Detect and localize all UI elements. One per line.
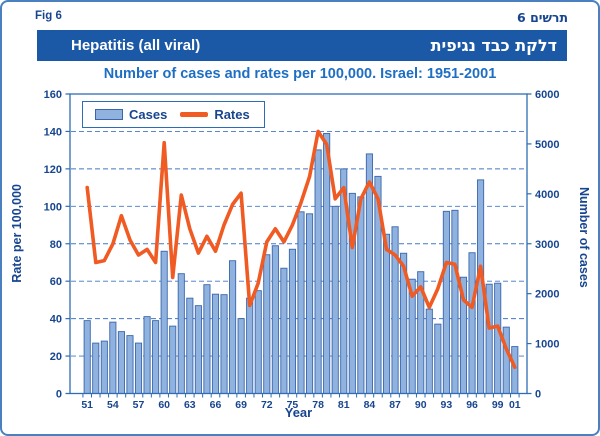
left-axis-tick-label: 60 [50, 276, 62, 288]
right-axis-tick-label: 6000 [535, 89, 559, 101]
case-bar-1980 [331, 205, 339, 394]
right-axis-tick-label: 5000 [535, 139, 559, 151]
left-axis-title: Rate per 100,000 [10, 184, 24, 283]
case-bar-1963 [186, 297, 194, 394]
case-bar-1959 [152, 320, 160, 394]
case-bar-1996 [468, 252, 476, 394]
case-bar-2001 [511, 346, 519, 394]
x-axis-tick-label: 54 [107, 399, 119, 411]
case-bar-1993 [442, 210, 450, 394]
x-axis-tick-label: 99 [492, 399, 504, 411]
case-bar-1954 [109, 321, 117, 394]
case-bar-1972 [263, 254, 271, 394]
case-bar-1957 [134, 342, 143, 394]
case-bar-1962 [177, 273, 185, 394]
legend-rates-label: Rates [214, 107, 250, 122]
case-bar-1991 [425, 308, 433, 394]
x-axis-tick-label: 84 [364, 399, 376, 411]
case-bar-1978 [314, 149, 322, 394]
case-bar-1969 [237, 318, 245, 394]
x-axis-title: Year [284, 405, 313, 420]
x-axis-tick-label: 57 [133, 399, 145, 411]
x-axis-tick-label: 69 [235, 399, 247, 411]
cases-bar-swatch-icon [95, 109, 123, 120]
case-bar-1964 [194, 305, 202, 394]
case-bar-1952 [92, 342, 100, 394]
rates-line-swatch-icon [180, 112, 209, 117]
left-axis-tick-label: 160 [44, 89, 62, 101]
x-axis-tick-label: 78 [312, 399, 324, 411]
left-axis-tick-label: 140 [44, 126, 62, 138]
left-axis-tick-label: 80 [50, 239, 62, 251]
right-axis-title: Number of cases [577, 187, 591, 288]
x-axis-tick-label: 87 [389, 399, 401, 411]
chart-subtitle: Number of cases and rates per 100,000. I… [103, 66, 497, 82]
x-axis-tick-label: 96 [466, 399, 478, 411]
legend-item-cases: Cases [95, 107, 167, 122]
case-bar-1970 [246, 297, 254, 394]
rates-line [85, 129, 517, 370]
case-bar-1967 [220, 294, 228, 394]
x-axis-tick-label: 60 [158, 399, 170, 411]
x-axis-tick-label: 72 [261, 399, 273, 411]
x-axis-tick-label: 66 [210, 399, 222, 411]
case-bar-1986 [382, 233, 391, 394]
case-bar-1975 [288, 248, 296, 394]
case-bar-1955 [117, 331, 125, 394]
case-bar-1960 [160, 250, 168, 394]
case-bar-1994 [451, 209, 459, 394]
left-axis-tick-label: 120 [44, 164, 62, 176]
x-axis-tick-label: 51 [81, 399, 93, 411]
case-bar-1956 [126, 335, 134, 394]
title-banner: Hepatitis (all viral) דלקת כבד נגיפית [37, 30, 567, 61]
left-axis-tick-label: 20 [50, 351, 62, 363]
case-bar-1979 [323, 132, 331, 394]
right-axis-tick-label: 3000 [535, 239, 559, 251]
case-bar-1976 [297, 211, 305, 394]
x-axis-tick-label: 90 [415, 399, 427, 411]
x-axis-tick-label: 75 [287, 399, 299, 411]
right-axis-tick-label: 0 [535, 389, 541, 401]
left-axis-tick-label: 40 [50, 314, 62, 326]
right-axis-tick-label: 4000 [535, 189, 559, 201]
case-bar-1999 [494, 282, 502, 394]
left-axis-tick-label: 0 [56, 389, 62, 401]
right-axis-tick-label: 1000 [535, 339, 559, 351]
case-bar-1965 [203, 284, 211, 394]
case-bar-2000 [502, 326, 510, 394]
x-axis-tick-label: 63 [184, 399, 196, 411]
chart-title-english: Hepatitis (all viral) [71, 37, 201, 54]
legend-item-rates: Rates [180, 107, 250, 122]
case-bar-1983 [357, 196, 365, 394]
case-bar-1961 [169, 325, 177, 394]
case-bar-1992 [434, 323, 442, 394]
figure-number-label: Fig 6 [35, 10, 62, 22]
figure-number-label-hebrew: תרשים 6 [517, 10, 568, 25]
case-bar-1974 [280, 267, 288, 394]
right-axis-tick-label: 2000 [535, 289, 559, 301]
case-bar-1971 [254, 290, 262, 394]
x-axis-tick-label: 93 [441, 399, 453, 411]
case-bar-1966 [211, 293, 220, 394]
case-bar-1958 [143, 316, 151, 394]
legend-cases-label: Cases [129, 107, 168, 122]
case-bar-1953 [100, 340, 108, 394]
left-axis-tick-label: 100 [44, 201, 62, 213]
case-bar-1973 [271, 245, 279, 394]
chart-title-hebrew: דלקת כבד נגיפית [430, 36, 557, 55]
x-axis-tick-label: 01 [509, 399, 521, 411]
case-bar-1951 [83, 320, 91, 394]
case-bar-1968 [229, 260, 237, 394]
x-axis-tick-label: 81 [338, 399, 350, 411]
case-bar-1977 [306, 213, 314, 394]
chart-legend: Cases Rates [82, 101, 265, 128]
